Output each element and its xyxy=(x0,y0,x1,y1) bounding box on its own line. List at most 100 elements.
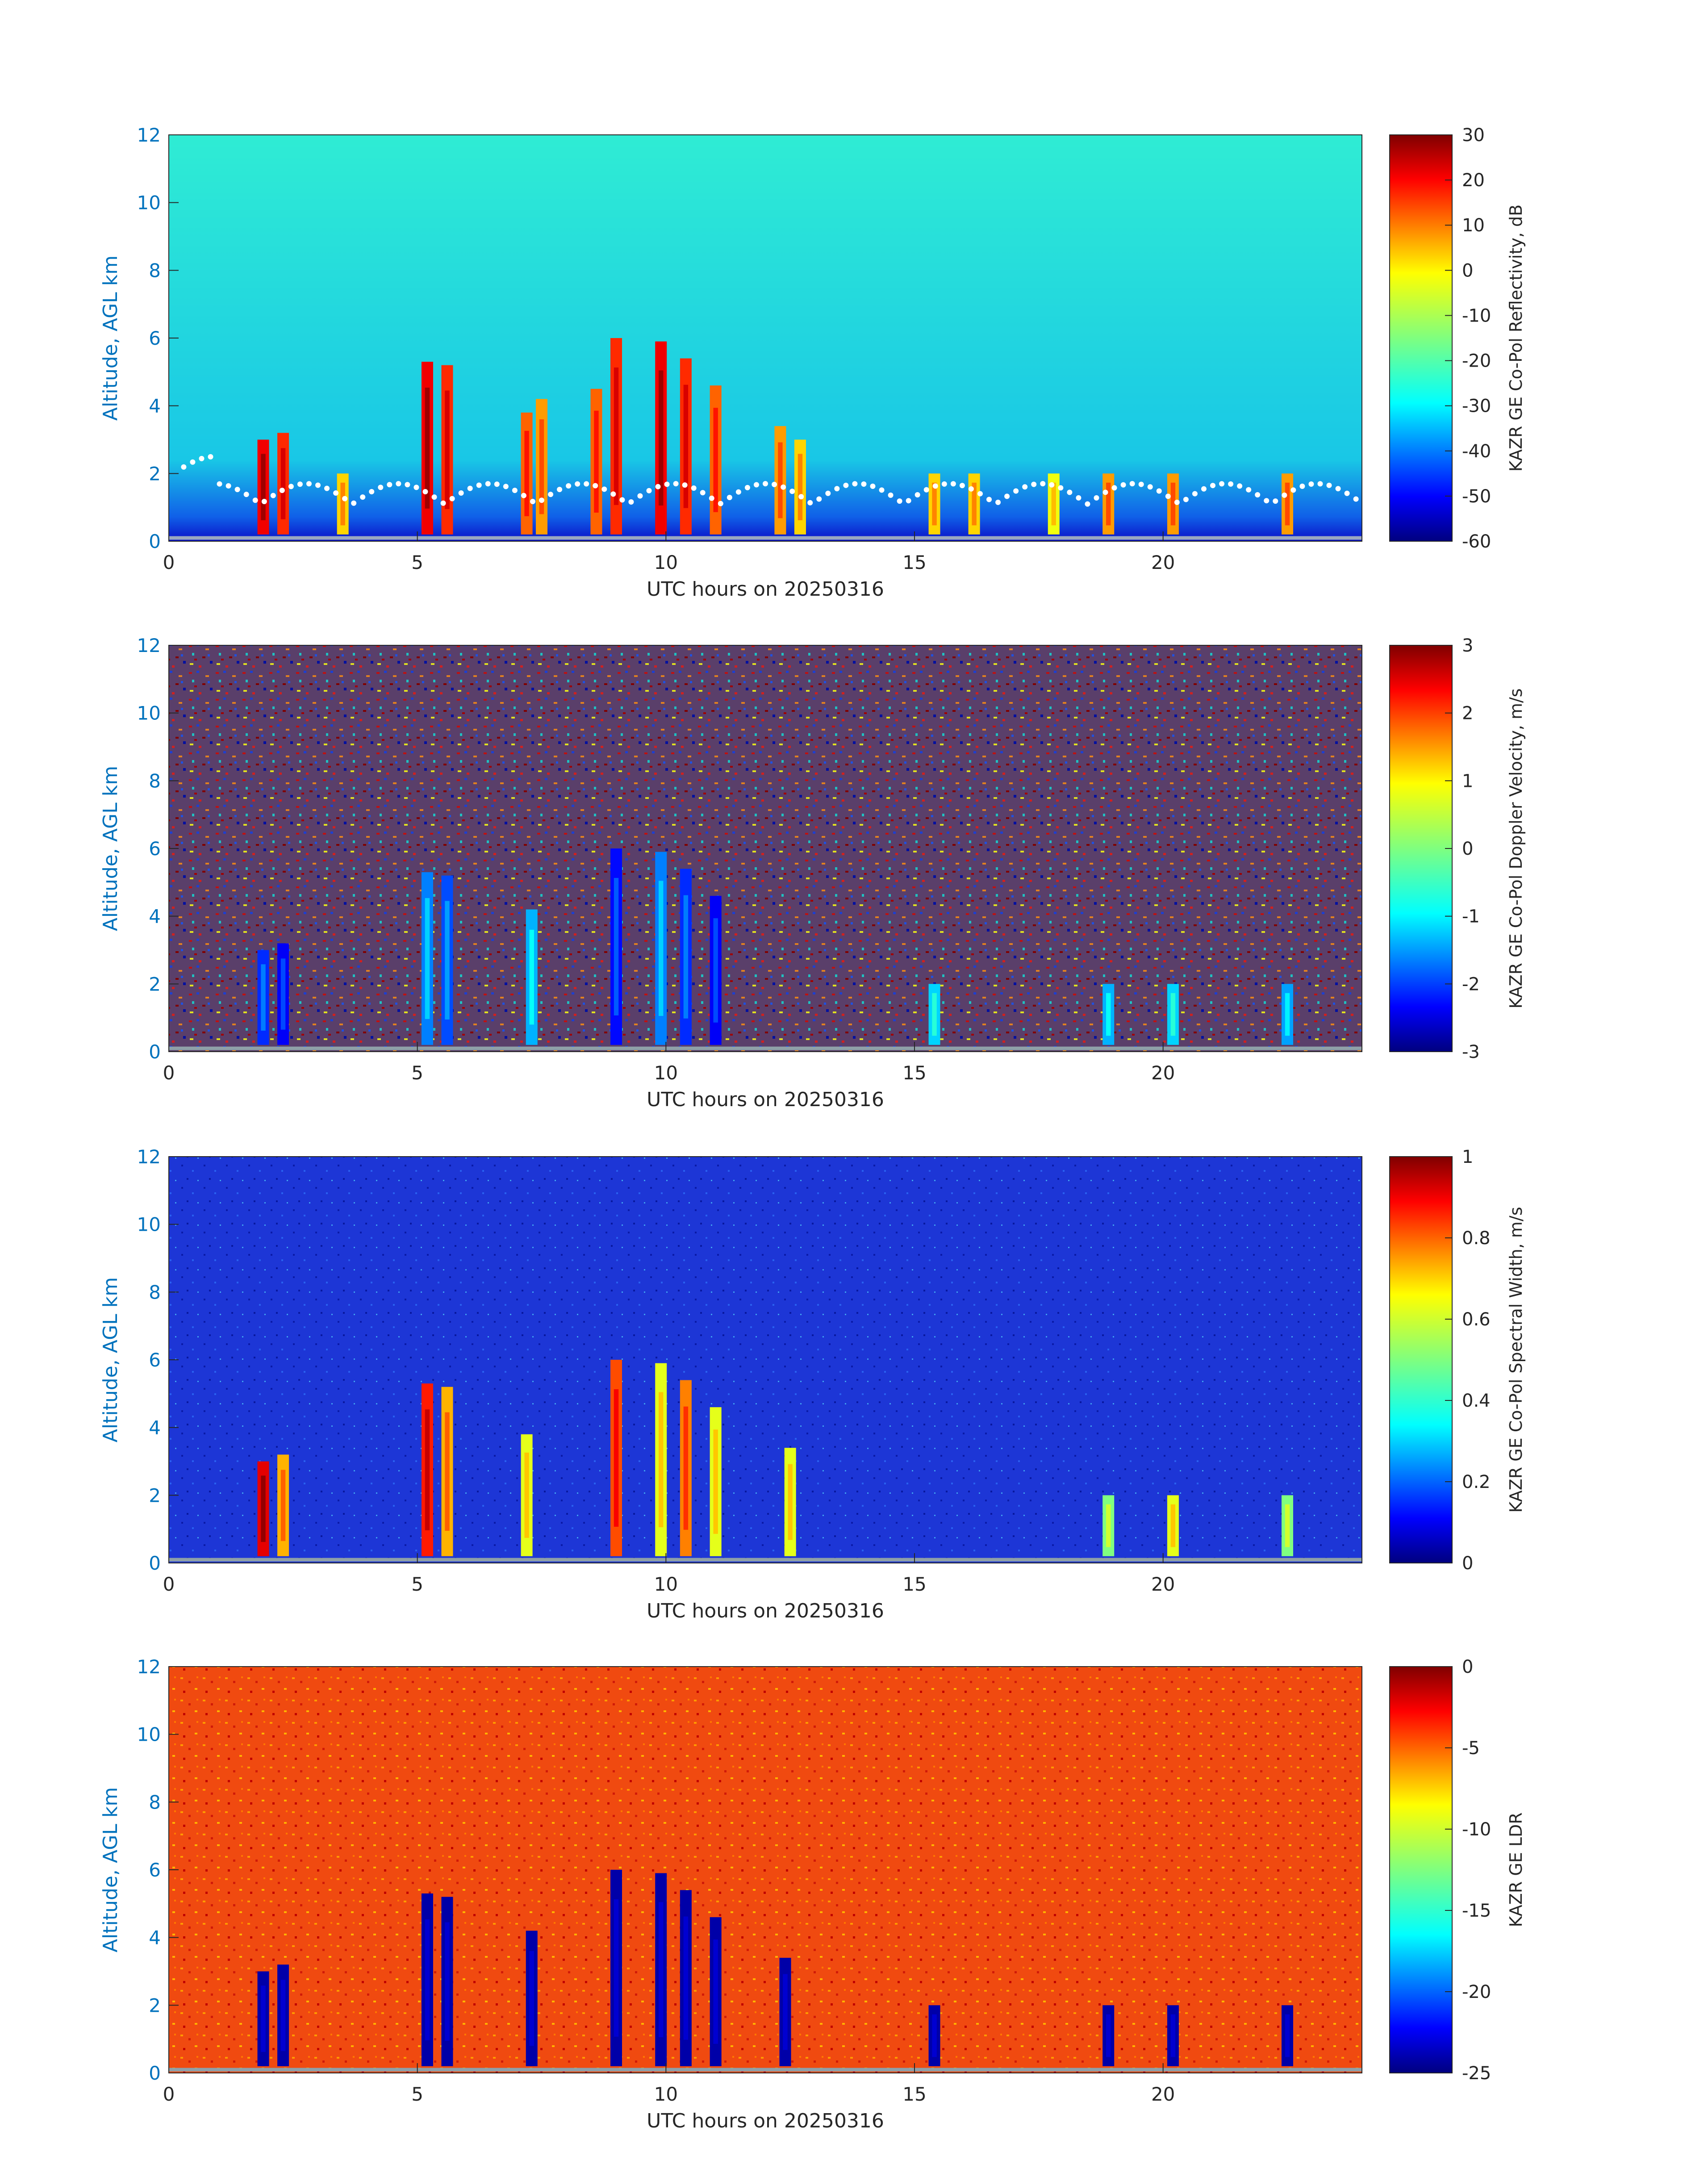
colorbar-tick-label: 3 xyxy=(1462,635,1473,656)
cloud-base-dot xyxy=(763,481,768,487)
cloud-core xyxy=(261,964,266,1031)
colorbar-tick-label: -50 xyxy=(1462,486,1491,507)
cloud-base-dot xyxy=(1111,485,1117,491)
cloud-base-dot xyxy=(772,481,777,487)
x-tick-label: 5 xyxy=(411,1062,423,1084)
y-tick-label: 0 xyxy=(149,531,161,552)
x-tick-label: 20 xyxy=(1151,1573,1175,1595)
x-tick-label: 0 xyxy=(163,2083,175,2105)
colorbar-tick-label: -40 xyxy=(1462,441,1491,462)
cloud-base-dot xyxy=(1192,491,1198,497)
y-axis-label: Altitude, AGL km xyxy=(99,255,122,421)
cloud-base-dot xyxy=(234,487,240,493)
colorbar-label: KAZR GE Co-Pol Doppler Velocity, m/s xyxy=(1506,688,1526,1008)
cloud-base-dot xyxy=(843,482,849,488)
cloud-base-dot xyxy=(548,492,554,497)
cloud-base-dot xyxy=(199,455,205,461)
colorbar-tick-label: 30 xyxy=(1462,125,1485,146)
x-tick-label: 5 xyxy=(411,2083,423,2105)
cloud-base-dot xyxy=(1165,493,1171,499)
x-axis-label: UTC hours on 20250316 xyxy=(647,2110,884,2132)
cloud-base-dot xyxy=(1353,496,1359,502)
cloud-core xyxy=(445,390,450,509)
y-tick-label: 6 xyxy=(149,1859,161,1881)
x-tick-label: 15 xyxy=(902,552,926,573)
cloud-core xyxy=(280,1470,286,1541)
cloud-base-dot xyxy=(959,483,965,489)
cloud-base-dot xyxy=(226,483,231,489)
cloud-base-dot xyxy=(458,490,464,496)
colorbar-tick-label: -5 xyxy=(1462,1738,1480,1759)
cloud-base-dot xyxy=(467,485,473,491)
cloud-core xyxy=(280,958,286,1030)
cloud-base-dot xyxy=(977,491,983,497)
surface-clutter xyxy=(169,536,1362,540)
cloud-core xyxy=(788,1464,793,1540)
cloud-core xyxy=(594,410,599,513)
cloud-base-dot xyxy=(1308,481,1314,487)
cloud-base-dot xyxy=(1264,498,1270,504)
cloud-base-dot xyxy=(789,489,795,494)
colorbar-label: KAZR GE Co-Pol Spectral Width, m/s xyxy=(1506,1207,1526,1513)
cloud-base-dot xyxy=(1317,481,1323,487)
colorbar-tick-label: -3 xyxy=(1462,1042,1480,1062)
cloud-base-dot xyxy=(324,485,330,491)
colorbar-tick-label: 0.8 xyxy=(1462,1228,1491,1249)
cloud-base-dot xyxy=(727,494,732,500)
cloud-base-dot xyxy=(1156,488,1162,494)
cloud-base-dot xyxy=(557,487,563,493)
cloud-core xyxy=(280,448,286,519)
cloud-base-dot xyxy=(315,482,321,488)
cloud-core xyxy=(340,482,345,526)
colorbar-tick-label: -30 xyxy=(1462,396,1491,417)
cloud-core xyxy=(659,1392,664,1527)
cloud-core xyxy=(932,2014,937,2057)
y-tick-label: 0 xyxy=(149,2062,161,2084)
cloud-core xyxy=(683,1916,689,2040)
cloud-core xyxy=(524,430,529,516)
cloud-core xyxy=(972,482,977,526)
cloud-base-dot xyxy=(252,497,258,503)
cloud-core xyxy=(683,895,689,1019)
x-tick-label: 10 xyxy=(654,552,678,573)
cloud-base-dot xyxy=(476,482,482,488)
cloud-core xyxy=(713,1429,718,1534)
colorbar-tick-label: 1 xyxy=(1462,1147,1473,1167)
x-tick-label: 10 xyxy=(654,1062,678,1084)
colorbar-tick-label: -10 xyxy=(1462,305,1491,326)
cloud-base-dot xyxy=(1085,501,1090,507)
cloud-base-dot xyxy=(306,481,312,487)
cloud-base-dot xyxy=(995,499,1001,505)
cloud-base-dot xyxy=(279,488,285,493)
cloud-base-dot xyxy=(494,481,500,487)
cloud-core xyxy=(1170,482,1176,526)
cloud-core xyxy=(683,1406,689,1530)
cloud-core xyxy=(261,1985,266,2052)
cloud-base-dot xyxy=(387,482,393,488)
colorbar-tick-label: -2 xyxy=(1462,974,1480,994)
colorbar-label: KAZR GE LDR xyxy=(1506,1812,1526,1927)
cloud-base-dot xyxy=(718,501,723,506)
cloud-base-dot xyxy=(906,498,911,504)
cloud-core xyxy=(1106,2014,1111,2057)
cloud-base-dot xyxy=(1237,483,1243,489)
colorbar-tick-label: 0.2 xyxy=(1462,1472,1491,1492)
colorbar-tick-label: 0 xyxy=(1462,839,1473,859)
cloud-base-dot xyxy=(243,492,249,497)
cloud-base-dot xyxy=(888,492,894,498)
cloud-base-dot xyxy=(682,482,688,488)
cloud-core xyxy=(524,1452,529,1538)
colorbar-tick-label: -1 xyxy=(1462,907,1480,927)
cloud-core xyxy=(1285,1504,1290,1547)
x-tick-label: 0 xyxy=(163,552,175,573)
cloud-base-dot xyxy=(342,496,348,501)
cloud-base-dot xyxy=(1335,486,1341,492)
cloud-core xyxy=(1170,2014,1176,2057)
heatmap-background xyxy=(169,645,1362,1052)
panel-1: 0 2 4 6 8 10 12 Altitude, AGL km 0 5 10 15 20 UTC hou… xyxy=(99,124,1526,601)
cloud-base-dot xyxy=(1102,489,1108,495)
cloud-base-dot xyxy=(637,493,643,499)
cloud-base-dot xyxy=(825,490,831,496)
